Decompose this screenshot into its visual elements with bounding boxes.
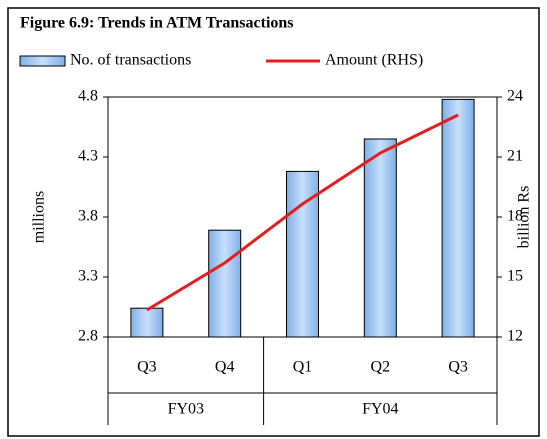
y-tick-label: 3.8 (78, 208, 98, 225)
bar (208, 229, 242, 338)
bar (441, 98, 475, 338)
x-tick-label: Q1 (293, 359, 313, 376)
y2-tick-label: 15 (507, 268, 523, 285)
y2-tick-label: 24 (507, 88, 523, 105)
legend-label: Amount (RHS) (325, 52, 423, 69)
group-label: FY04 (362, 401, 398, 418)
y-tick-label: 3.3 (78, 268, 98, 285)
line (146, 113, 459, 312)
y-tick-label: 2.8 (78, 328, 98, 345)
y2-tick-label: 18 (507, 208, 523, 225)
y2-tick-label: 12 (507, 328, 523, 345)
y2-axis-label: billion Rs (516, 186, 533, 249)
x-tick-label: Q4 (215, 359, 235, 376)
x-tick-label: Q3 (448, 359, 468, 376)
y2-tick-label: 21 (507, 148, 523, 165)
chart-title: Figure 6.9: Trends in ATM Transactions (20, 15, 294, 32)
y-tick-label: 4.8 (78, 88, 98, 105)
group-label: FY03 (168, 401, 204, 418)
bar (286, 170, 319, 338)
legend-label: No. of transactions (70, 52, 191, 69)
bar (130, 307, 164, 338)
y-tick-label: 4.3 (78, 148, 98, 165)
frame (7, 7, 540, 437)
bar (363, 138, 397, 338)
x-tick-label: Q2 (371, 359, 391, 376)
x-tick-label: Q3 (137, 359, 157, 376)
y-axis-label: millions (31, 191, 48, 243)
legend-swatch (19, 55, 66, 67)
